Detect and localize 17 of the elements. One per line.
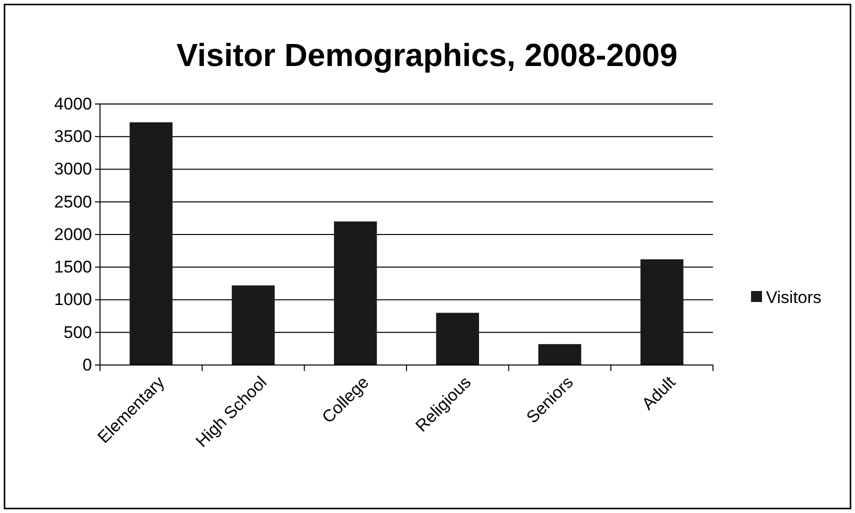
bar [334,221,377,365]
bar [232,285,275,365]
legend-label: Visitors [766,288,822,307]
bar [538,344,582,365]
y-tick-label: 500 [64,322,92,342]
y-tick-label: 0 [82,355,92,374]
y-tick-label: 3000 [54,160,92,179]
bar [130,122,173,365]
y-tick-label: 3500 [54,127,92,146]
y-tick-label: 2500 [54,192,92,212]
y-tick-label: 1000 [54,290,92,310]
y-tick-label: 4000 [54,94,92,114]
chart-title: Visitor Demographics, 2008-2009 [176,37,678,73]
bar [640,259,684,365]
y-tick-label: 1500 [54,258,92,277]
y-tick-label: 2000 [54,224,92,244]
bar [436,312,480,365]
